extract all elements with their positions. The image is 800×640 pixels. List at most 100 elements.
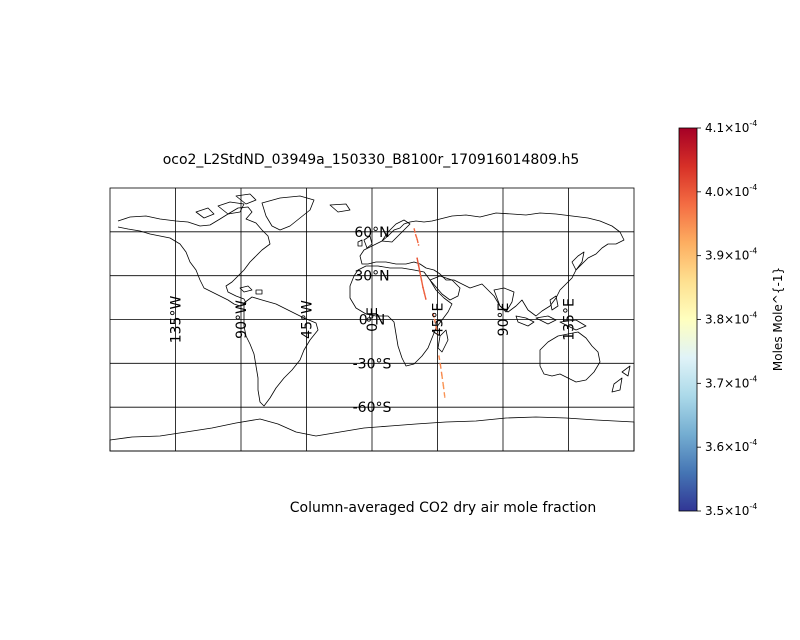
colorbar-tick-times: ×10 bbox=[724, 121, 749, 135]
colorbar-tick-mantissa: 3.8 bbox=[705, 313, 724, 327]
colorbar-tick-times: ×10 bbox=[724, 504, 749, 518]
track-segment bbox=[416, 257, 420, 266]
track-point bbox=[422, 286, 424, 289]
coastline-eurasia bbox=[359, 212, 625, 317]
coastline-madagascar bbox=[437, 329, 449, 353]
track-point bbox=[442, 384, 445, 387]
track-segment bbox=[439, 364, 443, 376]
colorbar-tick-times: ×10 bbox=[724, 440, 749, 454]
coastline-arctic-islands bbox=[195, 193, 351, 219]
track-point bbox=[420, 279, 423, 281]
colorbar-tick-label: 3.5×10-4 bbox=[705, 502, 757, 518]
coastline-japan bbox=[571, 251, 585, 271]
colorbar-tick-label: 4.1×10-4 bbox=[705, 119, 757, 135]
parallel-label: 30°N bbox=[354, 269, 389, 285]
colorbar-tick-mantissa: 3.7 bbox=[705, 376, 724, 390]
meridian-label: 45°W bbox=[300, 300, 316, 339]
colorbar-tick-mantissa: 3.9 bbox=[705, 249, 724, 263]
colorbar-tick-label: 4.0×10-4 bbox=[705, 183, 757, 199]
colorbar-tick-exponent: -4 bbox=[749, 247, 757, 256]
colorbar-tick-mantissa: 3.6 bbox=[705, 440, 724, 454]
track-point bbox=[439, 363, 442, 366]
coastline-new-zealand bbox=[611, 365, 631, 393]
coastline-australia bbox=[539, 331, 601, 383]
meridian-label: 90°E bbox=[496, 303, 512, 337]
track-point bbox=[432, 312, 434, 315]
track-segment bbox=[413, 228, 417, 235]
colorbar-tick-exponent: -4 bbox=[749, 311, 757, 320]
colorbar-gradient bbox=[678, 127, 698, 512]
colorbar-tick-exponent: -4 bbox=[749, 119, 757, 128]
coastline-antarctica bbox=[109, 416, 635, 452]
meridian-label: 45°E bbox=[431, 303, 447, 337]
track-segment bbox=[416, 238, 420, 246]
colorbar-ticks: 3.5×10-43.6×10-43.7×10-43.8×10-43.9×10-4… bbox=[697, 119, 757, 518]
colorbar-tick-label: 3.7×10-4 bbox=[705, 374, 757, 390]
track-point bbox=[416, 257, 418, 259]
colorbar-tick-times: ×10 bbox=[724, 313, 749, 327]
track-point bbox=[425, 298, 427, 300]
track-point bbox=[417, 264, 420, 267]
coastline-se-asia-islands bbox=[515, 295, 587, 331]
track-segment bbox=[423, 293, 427, 300]
colorbar-tick-exponent: -4 bbox=[749, 183, 757, 192]
coastline-india bbox=[493, 287, 515, 313]
track-segment bbox=[435, 326, 439, 335]
coastline-africa bbox=[349, 265, 453, 367]
coastline-north-america bbox=[117, 206, 271, 307]
coastline-caribbean bbox=[239, 285, 263, 295]
track-point bbox=[413, 228, 416, 230]
track-point bbox=[441, 374, 443, 376]
coastline-greenland bbox=[261, 195, 315, 231]
track-segment bbox=[432, 313, 436, 320]
colorbar-tick-label: 3.9×10-4 bbox=[705, 247, 757, 263]
map-caption: Column-averaged CO2 dry air mole fractio… bbox=[290, 500, 596, 516]
track-point bbox=[419, 271, 421, 274]
map-title: oco2_L2StdND_03949a_150330_B8100r_170916… bbox=[163, 152, 580, 168]
colorbar-tick-times: ×10 bbox=[724, 185, 749, 199]
co2-track bbox=[413, 228, 446, 398]
map-frame bbox=[109, 187, 635, 452]
colorbar-tick-mantissa: 4.1 bbox=[705, 121, 724, 135]
colorbar-tick-exponent: -4 bbox=[749, 438, 757, 447]
track-point bbox=[414, 233, 417, 236]
coastline-south-america bbox=[243, 296, 319, 407]
graticule bbox=[110, 188, 634, 451]
track-segment bbox=[417, 265, 421, 273]
track-segment bbox=[422, 287, 426, 294]
track-point bbox=[423, 292, 426, 295]
meridian-label: 135°W bbox=[169, 296, 185, 344]
colorbar-tick-exponent: -4 bbox=[749, 502, 757, 511]
track-segment bbox=[433, 319, 437, 327]
track-segment bbox=[442, 385, 446, 398]
coastline-arabia bbox=[429, 275, 461, 301]
graticule-labels: 135°W 90°W 45°W 0°E 45°E 90°E 135°E 60°N 30°N 0°N… bbox=[169, 225, 578, 416]
coastline-scandinavia bbox=[381, 219, 411, 243]
meridian-label: 135°E bbox=[562, 298, 578, 341]
colorbar-tick-mantissa: 4.0 bbox=[705, 185, 724, 199]
coastlines bbox=[109, 193, 635, 452]
map-panel: 135°W 90°W 45°W 0°E 45°E 90°E 135°E 60°N 30°N 0°N… bbox=[109, 187, 635, 452]
track-point bbox=[416, 238, 418, 240]
track-point bbox=[433, 318, 436, 321]
meridian-label: 90°W bbox=[234, 300, 250, 339]
track-segment bbox=[438, 355, 442, 365]
colorbar: 3.5×10-43.6×10-43.7×10-43.8×10-43.9×10-4… bbox=[678, 119, 785, 518]
colorbar-tick-times: ×10 bbox=[724, 376, 749, 390]
colorbar-label: Moles Mole^{-1} bbox=[771, 267, 785, 371]
parallel-label: 60°N bbox=[354, 225, 389, 241]
parallel-label: -30°S bbox=[353, 356, 392, 372]
track-point bbox=[443, 396, 446, 398]
parallel-label: -60°S bbox=[353, 400, 392, 416]
track-point bbox=[417, 244, 420, 246]
colorbar-tick-times: ×10 bbox=[724, 249, 749, 263]
colorbar-tick-label: 3.8×10-4 bbox=[705, 311, 757, 327]
meridian-label: 0°E bbox=[365, 307, 381, 332]
track-segment bbox=[420, 279, 424, 288]
track-segment bbox=[419, 272, 423, 281]
parallel-label: 0°N bbox=[359, 313, 385, 329]
colorbar-tick-exponent: -4 bbox=[749, 374, 757, 383]
track-point bbox=[435, 326, 437, 328]
track-point bbox=[438, 355, 440, 357]
